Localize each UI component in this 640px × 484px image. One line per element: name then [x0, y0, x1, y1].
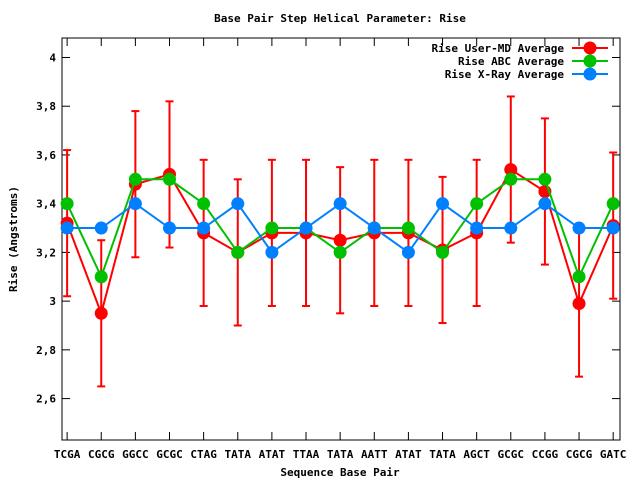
- data-point: [60, 197, 74, 211]
- x-tick-label: TATA: [225, 448, 252, 461]
- x-tick-label: ATAT: [259, 448, 286, 461]
- x-tick-label: TATA: [429, 448, 456, 461]
- data-point: [572, 221, 586, 235]
- data-point: [60, 221, 74, 235]
- data-point: [265, 245, 279, 259]
- data-point: [572, 270, 586, 284]
- data-point: [436, 245, 450, 259]
- y-axis-label: Rise (Angstroms): [7, 186, 20, 292]
- data-point: [163, 221, 177, 235]
- x-tick-label: CGCG: [566, 448, 593, 461]
- legend-marker: [583, 54, 597, 68]
- data-point: [401, 245, 415, 259]
- x-axis-label: Sequence Base Pair: [280, 466, 400, 479]
- x-tick-label: AGCT: [463, 448, 490, 461]
- data-point: [572, 297, 586, 311]
- y-tick-label: 3,2: [36, 246, 56, 259]
- axis-ticks: 2,6 2,8 3 3,2 3,4 3,6 3,8 4 TCGA CGCG GGCC GCGC CTAG…: [36, 38, 626, 461]
- series-2: [60, 197, 620, 259]
- data-point: [538, 172, 552, 186]
- data-point: [504, 172, 518, 186]
- data-point: [436, 197, 450, 211]
- y-tick-label: 4: [49, 51, 56, 64]
- data-point: [163, 172, 177, 186]
- x-tick-label: CCGG: [532, 448, 559, 461]
- y-tick-label: 2,6: [36, 393, 56, 406]
- data-point: [470, 197, 484, 211]
- data-point: [333, 197, 347, 211]
- series-0: [60, 95, 620, 388]
- y-tick-label: 2,8: [36, 344, 56, 357]
- x-tick-label: AATT: [361, 448, 388, 461]
- data-point: [333, 233, 347, 247]
- x-tick-label: TTAA: [293, 448, 320, 461]
- x-tick-label: TCGA: [54, 448, 81, 461]
- y-tick-label: 3,8: [36, 100, 56, 113]
- legend-label: Rise User-MD Average: [432, 42, 565, 55]
- data-point: [197, 197, 211, 211]
- data-point: [197, 221, 211, 235]
- x-tick-label: CGCG: [88, 448, 115, 461]
- x-tick-label: ATAT: [395, 448, 422, 461]
- data-point: [265, 221, 279, 235]
- x-tick-label: GATC: [600, 448, 627, 461]
- data-point: [128, 197, 142, 211]
- y-tick-label: 3,4: [36, 198, 56, 211]
- legend-label: Rise ABC Average: [458, 55, 564, 68]
- data-point: [333, 245, 347, 259]
- x-tick-label: GCGC: [498, 448, 525, 461]
- data-point: [94, 221, 108, 235]
- y-tick-label: 3,6: [36, 149, 56, 162]
- data-point: [606, 197, 620, 211]
- plot-marks: [60, 95, 620, 388]
- data-point: [231, 197, 245, 211]
- data-point: [94, 306, 108, 320]
- data-point: [504, 163, 518, 177]
- legend-marker: [583, 67, 597, 81]
- x-tick-label: TATA: [327, 448, 354, 461]
- data-point: [299, 221, 313, 235]
- data-point: [128, 172, 142, 186]
- plot-border: [61, 37, 621, 441]
- x-tick-label: GGCC: [122, 448, 149, 461]
- chart-title: Base Pair Step Helical Parameter: Rise: [214, 12, 466, 25]
- data-point: [470, 221, 484, 235]
- y-tick-label: 3: [49, 295, 56, 308]
- data-point: [401, 221, 415, 235]
- x-tick-label: GCGC: [156, 448, 183, 461]
- data-point: [94, 270, 108, 284]
- data-point: [231, 245, 245, 259]
- data-point: [367, 221, 381, 235]
- x-tick-label: CTAG: [190, 448, 217, 461]
- legend-label: Rise X-Ray Average: [445, 68, 565, 81]
- data-point: [538, 197, 552, 211]
- data-point: [606, 221, 620, 235]
- legend-marker: [583, 41, 597, 55]
- data-point: [504, 221, 518, 235]
